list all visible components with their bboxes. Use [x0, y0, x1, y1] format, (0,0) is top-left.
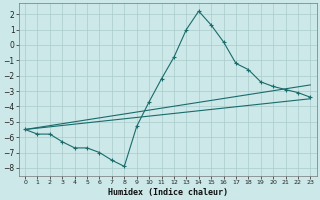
X-axis label: Humidex (Indice chaleur): Humidex (Indice chaleur)	[108, 188, 228, 197]
